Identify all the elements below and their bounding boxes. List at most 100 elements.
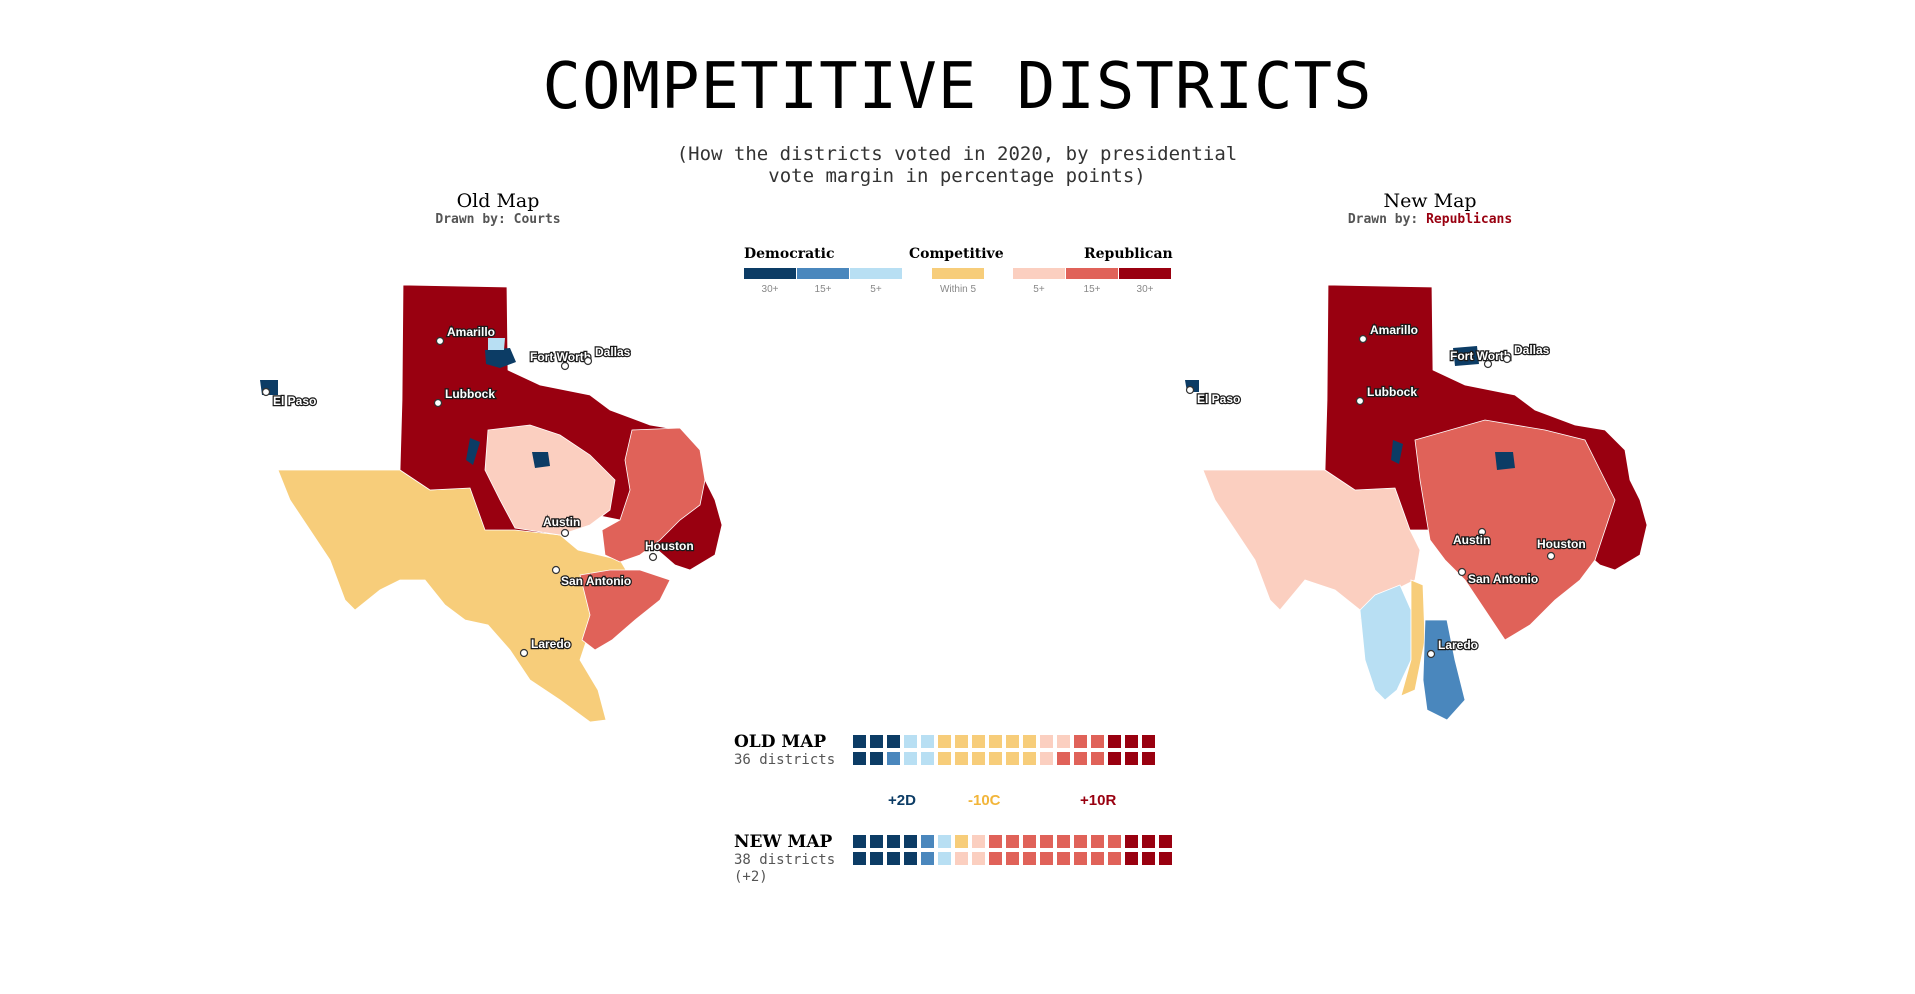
old-waffle-cell	[853, 735, 866, 748]
subtitle-line-1: (How the districts voted in 2020, by pre…	[676, 143, 1238, 165]
new-waffle-cell	[887, 852, 900, 865]
legend-swatch-dem-15	[797, 268, 849, 279]
new-waffle-cell	[955, 835, 968, 848]
new-district-south-mid	[1422, 619, 1466, 721]
new-waffle-cell	[1057, 835, 1070, 848]
new-waffle-cell	[1057, 852, 1070, 865]
new-waffle-cell	[1159, 835, 1172, 848]
old-waffle-cell	[938, 752, 951, 765]
old-waffle-cell	[1091, 752, 1104, 765]
new-waffle-cell	[1023, 835, 1036, 848]
new-waffle-cell	[1108, 835, 1121, 848]
new-waffle-change: (+2)	[734, 869, 768, 885]
old-waffle-cell	[1142, 735, 1155, 748]
color-legend: Democratic Competitive Republican 30+ 15+…	[744, 246, 1173, 306]
new-waffle-cell	[870, 852, 883, 865]
old-waffle-cell	[887, 752, 900, 765]
new-waffle-cell	[853, 852, 866, 865]
legend-tick-rep-5: 5+	[1033, 284, 1045, 295]
new-waffle-cell	[1040, 852, 1053, 865]
delta-democratic: +2D	[888, 792, 916, 809]
old-waffle-cell	[1074, 735, 1087, 748]
old-district-dallas	[485, 348, 516, 368]
new-waffle-cell	[921, 835, 934, 848]
old-waffle-cell	[1040, 735, 1053, 748]
new-waffle-cell	[904, 835, 917, 848]
old-waffle-cell	[1108, 752, 1121, 765]
old-waffle-cell	[1108, 735, 1121, 748]
new-map-drawn-by: Drawn by: Republicans	[1300, 212, 1560, 227]
old-waffle-cell	[904, 752, 917, 765]
new-map-drawn-by-prefix: Drawn by:	[1347, 212, 1427, 227]
old-waffle-cell	[955, 752, 968, 765]
old-waffle-cell	[1006, 752, 1019, 765]
new-district-houston	[1495, 452, 1515, 470]
new-waffle-cell	[1159, 852, 1172, 865]
new-waffle-count: 38 districts	[734, 852, 836, 868]
new-waffle-cell	[1006, 852, 1019, 865]
old-waffle-cell	[870, 735, 883, 748]
old-waffle-cell	[1023, 735, 1036, 748]
new-map-title: New Map	[1383, 190, 1477, 212]
old-map-drawn-by-value: Courts	[513, 212, 561, 227]
delta-competitive: -10C	[968, 792, 1001, 809]
old-waffle-cell	[1125, 752, 1138, 765]
old-waffle-cell	[972, 735, 985, 748]
new-district-elpaso	[1185, 380, 1199, 392]
new-waffle-cell	[921, 852, 934, 865]
old-waffle-cell	[1040, 752, 1053, 765]
legend-swatch-competitive	[932, 268, 984, 279]
old-district-central	[484, 424, 616, 536]
new-waffle-cell	[1023, 852, 1036, 865]
new-waffle-cell	[1074, 852, 1087, 865]
old-waffle-cell	[989, 752, 1002, 765]
old-waffle-cell	[1057, 735, 1070, 748]
new-district-austin	[1391, 440, 1403, 464]
old-map-waffle-label: OLD MAP 36 districts	[734, 732, 835, 769]
legend-tick-rep-15: 15+	[1083, 284, 1101, 295]
new-waffle-cell	[1142, 852, 1155, 865]
old-map-drawn-by: Drawn by: Courts	[368, 212, 628, 227]
old-map-title: Old Map	[456, 190, 540, 212]
new-district-dallas	[1453, 346, 1479, 366]
old-waffle-cell	[938, 735, 951, 748]
old-waffle-cell	[972, 752, 985, 765]
new-waffle-title: NEW MAP	[734, 832, 833, 852]
page-title: COMPETITIVE DISTRICTS	[542, 50, 1373, 124]
old-waffle-cell	[887, 735, 900, 748]
new-district-central	[1414, 419, 1616, 641]
new-waffle-cell	[989, 852, 1002, 865]
old-waffle-cell	[989, 735, 1002, 748]
new-waffle-cell	[1108, 852, 1121, 865]
old-map-waffle	[853, 735, 1173, 769]
new-waffle-cell	[1125, 835, 1138, 848]
old-waffle-cell	[853, 752, 866, 765]
new-waffle-cell	[1040, 835, 1053, 848]
new-waffle-cell	[989, 835, 1002, 848]
legend-tick-dem-15: 15+	[814, 284, 832, 295]
old-waffle-cell	[921, 735, 934, 748]
legend-swatch-dem-30	[744, 268, 796, 279]
old-waffle-cell	[870, 752, 883, 765]
old-waffle-cell	[904, 735, 917, 748]
new-waffle-cell	[1091, 852, 1104, 865]
new-waffle-cell	[938, 835, 951, 848]
old-waffle-cell	[1125, 735, 1138, 748]
legend-tick-dem-30: 30+	[761, 284, 779, 295]
legend-swatch-rep-15	[1066, 268, 1118, 279]
old-map-districts	[260, 284, 723, 723]
old-district-fortworth	[488, 338, 505, 350]
new-map	[1185, 284, 1648, 721]
new-waffle-cell	[1125, 852, 1138, 865]
legend-democratic-label: Democratic	[744, 246, 835, 262]
legend-swatch-rep-30	[1119, 268, 1171, 279]
old-district-coast	[579, 569, 671, 651]
new-waffle-cell	[1091, 835, 1104, 848]
old-waffle-cell	[1023, 752, 1036, 765]
old-waffle-cell	[1057, 752, 1070, 765]
old-district-austin	[466, 438, 480, 465]
new-waffle-cell	[853, 835, 866, 848]
new-waffle-cell	[1006, 835, 1019, 848]
old-map-header: Old Map Drawn by: Courts	[368, 190, 628, 227]
legend-tick-competitive: Within 5	[939, 284, 977, 295]
